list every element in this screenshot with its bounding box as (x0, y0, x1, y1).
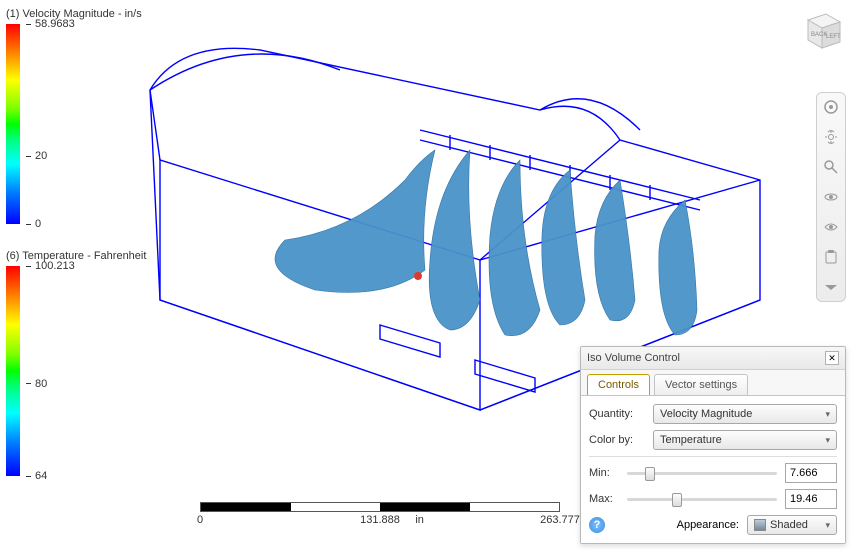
legend-temperature: (6) Temperature - Fahrenheit 100.213 80 … (6, 250, 126, 476)
steering-wheel-icon[interactable] (821, 97, 841, 117)
scalebar-unit: in (415, 514, 424, 526)
more-icon[interactable] (821, 277, 841, 297)
pan-icon[interactable] (821, 127, 841, 147)
min-value-input[interactable]: 7.666 (785, 463, 837, 483)
panel-title-text: Iso Volume Control (587, 352, 825, 364)
min-label: Min: (589, 467, 619, 479)
max-slider-thumb[interactable] (672, 493, 682, 507)
quantity-combo[interactable]: Velocity Magnitude (653, 404, 837, 424)
scalebar-label: 131.888 (360, 514, 400, 526)
max-label: Max: (589, 493, 619, 505)
legend-tick-label: 64 (35, 470, 47, 482)
help-icon[interactable]: ? (589, 517, 605, 533)
shaded-swatch-icon (754, 519, 766, 531)
scale-bar: 0 131.888 in 263.777 395.665 (200, 502, 560, 528)
legend-velocity: (1) Velocity Magnitude - in/s 58.9683 20… (6, 8, 126, 224)
nav-toolbar (816, 92, 846, 302)
panel-tabs: Controls Vector settings (581, 370, 845, 395)
legend-colorbar (6, 266, 20, 476)
min-slider[interactable] (627, 465, 777, 481)
legend-tick-label: 80 (35, 378, 47, 390)
zoom-icon[interactable] (821, 157, 841, 177)
legend-tick-label: 20 (35, 150, 47, 162)
max-value-input[interactable]: 19.46 (785, 489, 837, 509)
panel-titlebar[interactable]: Iso Volume Control ✕ (581, 347, 845, 370)
legend-tick-label: 100.213 (35, 260, 75, 272)
scalebar-label: 263.777 (540, 514, 580, 526)
colorby-label: Color by: (589, 434, 647, 446)
colorby-combo[interactable]: Temperature (653, 430, 837, 450)
viewcube-face-left: LEFT (826, 34, 841, 40)
appearance-combo[interactable]: Shaded (747, 515, 837, 535)
max-slider[interactable] (627, 491, 777, 507)
tab-vector-settings[interactable]: Vector settings (654, 374, 748, 395)
appearance-label: Appearance: (677, 519, 739, 531)
tab-controls[interactable]: Controls (587, 374, 650, 395)
viewcube-face-back: BACK (811, 32, 827, 38)
legend-colorbar (6, 24, 20, 224)
clipboard-icon[interactable] (821, 247, 841, 267)
quantity-label: Quantity: (589, 408, 647, 420)
viewcube[interactable]: BACK LEFT (798, 6, 844, 52)
min-slider-thumb[interactable] (645, 467, 655, 481)
scalebar-label: 0 (197, 514, 203, 526)
legend-tick-label: 0 (35, 218, 41, 230)
close-icon[interactable]: ✕ (825, 351, 839, 365)
orbit-icon[interactable] (821, 187, 841, 207)
iso-volume-panel: Iso Volume Control ✕ Controls Vector set… (580, 346, 846, 544)
legend-tick-label: 58.9683 (35, 18, 75, 30)
lookat-icon[interactable] (821, 217, 841, 237)
